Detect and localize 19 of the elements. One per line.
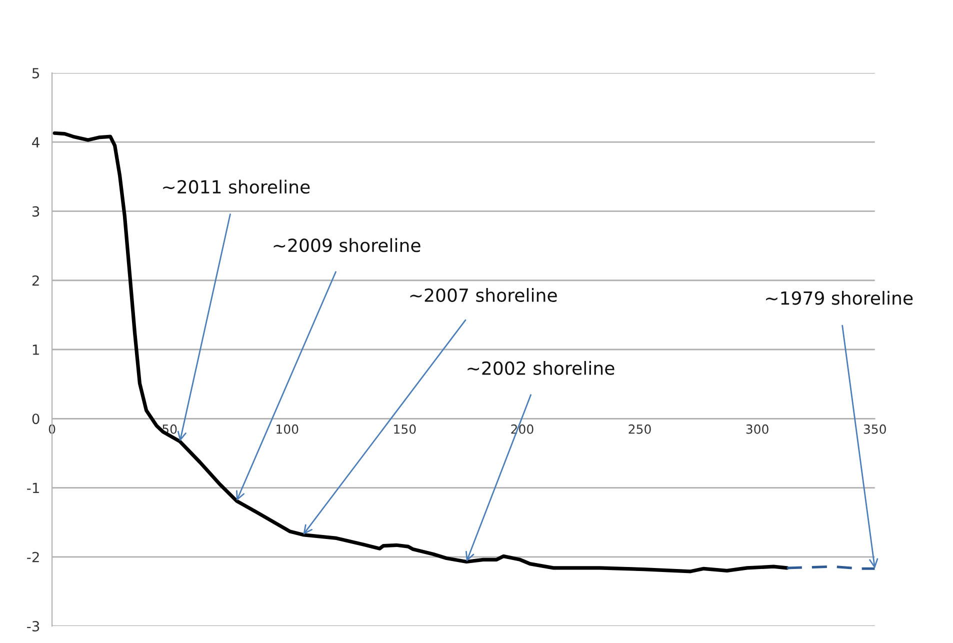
y-tick-label: -1 [27, 482, 39, 494]
annotation: ~2009 shoreline [274, 238, 420, 252]
y-tick-label: 1 [32, 344, 39, 355]
annotation: ~1979 shoreline [766, 290, 913, 305]
x-tick-label: 350 [864, 424, 886, 434]
x-tick-label: 150 [394, 424, 416, 434]
x-tick-label: 300 [746, 424, 768, 434]
annotation: ~2002 shoreline [468, 360, 614, 375]
y-tick-label: 0 [32, 414, 40, 424]
y-tick-label: 2 [32, 275, 39, 286]
y-tick-label: 5 [32, 68, 40, 78]
y-tick-label: -3 [27, 620, 40, 632]
y-tick-label: 3 [32, 206, 40, 217]
x-tick-label: 100 [276, 424, 298, 434]
y-tick-label: 4 [32, 137, 40, 148]
annotation: ~2011 shoreline [163, 180, 310, 194]
annotation: ~2007 shoreline [410, 288, 557, 302]
y-tick-label: -2 [27, 552, 39, 562]
x-tick-label: 250 [628, 424, 651, 434]
